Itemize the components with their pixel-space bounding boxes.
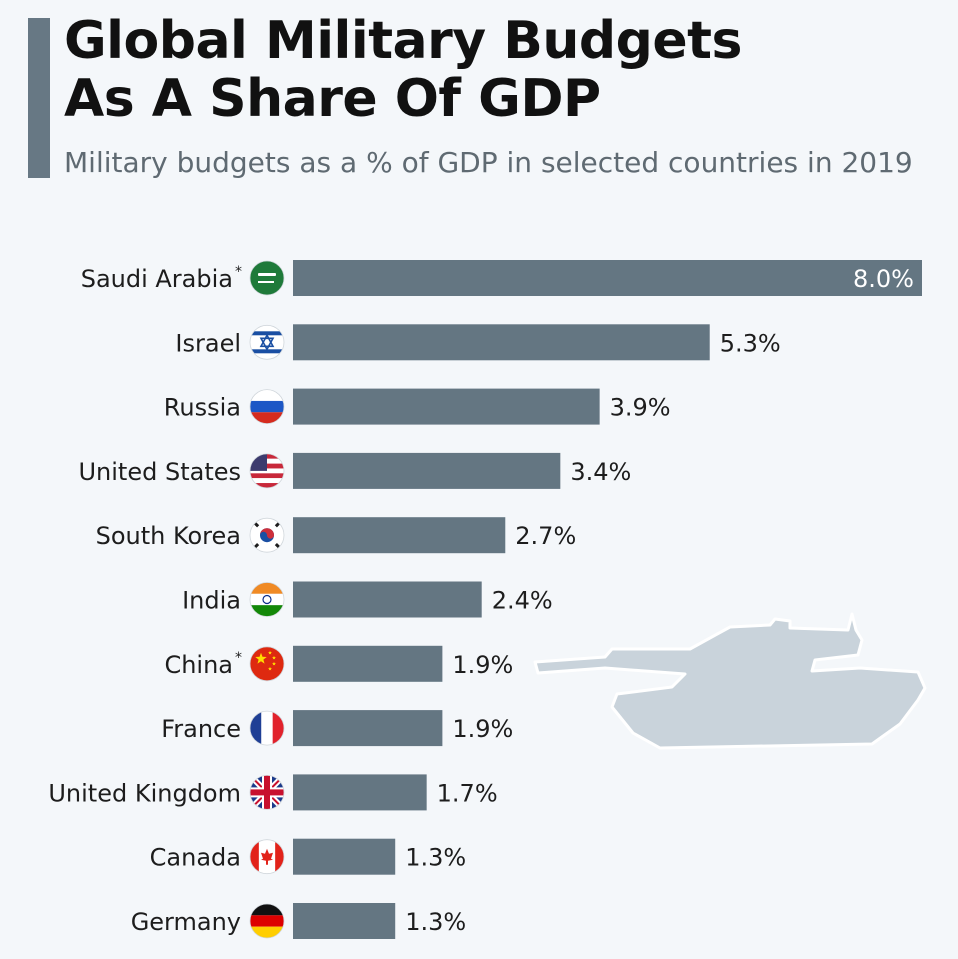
bar-row-united-kingdom: United Kingdom 1.7% [48,774,498,811]
value-label: 2.4% [492,587,553,615]
bar [293,452,561,489]
flag-china-icon [249,646,285,682]
bar-row-united-states: United States 3.4% [78,452,631,489]
value-label: 1.9% [452,651,513,679]
value-label: 5.3% [720,329,781,357]
flag-russia-icon [249,389,285,425]
flag-germany-icon [249,903,285,939]
category-label: Israel [175,329,241,357]
flag-saudi-arabia-icon [249,260,285,296]
value-label: 3.9% [610,394,671,422]
bar [293,710,443,747]
bar [293,517,506,554]
footnote-mark: * [235,650,242,666]
category-label: Saudi Arabia [81,265,233,293]
bar-row-germany: Germany 1.3% [131,903,466,939]
bar-row-india: India 2.4% [182,581,553,618]
value-label: 3.4% [570,458,631,486]
bar-row-saudi-arabia: Saudi Arabia * 8.0% [81,260,922,296]
value-label: 1.3% [405,908,466,936]
value-label: 2.7% [515,522,576,550]
chart-subtitle: Military budgets as a % of GDP in select… [64,146,913,179]
bar [293,324,710,361]
bar-row-france: France 1.9% [161,710,513,747]
bar-row-israel: Israel 5.3% [175,324,781,361]
flag-israel-icon [249,324,285,360]
bar [293,388,600,425]
value-label: 1.7% [437,779,498,807]
category-label: France [161,715,241,743]
flag-south-korea-icon [249,517,285,553]
bar-row-china: China * 1.9% [164,645,513,682]
category-label: United States [78,458,241,486]
chart-title: Global Military Budgets As A Share Of GDP [64,12,742,128]
value-label: 1.3% [405,844,466,872]
category-label: South Korea [96,522,241,550]
category-label: China [164,651,233,679]
tank-silhouette-icon [533,612,927,750]
footnote-mark: * [235,264,242,280]
category-label: India [182,587,241,615]
value-label: 1.9% [452,715,513,743]
flag-united-states-icon [249,453,285,489]
bar [293,774,427,811]
flag-india-icon [249,582,285,617]
bar [293,260,922,296]
title-accent-bar [28,18,50,178]
bar-row-canada: Canada 1.3% [150,838,466,875]
category-label: Germany [131,908,241,936]
chart-title-text: Global Military Budgets As A Share Of GDP [64,11,742,129]
flag-france-icon [249,710,285,746]
category-label: United Kingdom [48,779,241,807]
value-label: 8.0% [853,265,914,293]
bar [293,581,482,618]
flag-canada-icon [249,839,285,875]
bar [293,645,443,682]
category-label: Russia [164,394,241,422]
bar [293,903,396,939]
bar-row-south-korea: South Korea 2.7% [96,517,576,554]
category-label: Canada [150,844,241,872]
bar [293,838,396,875]
flag-united-kingdom-icon [249,775,285,810]
bars-group: Saudi Arabia * 8.0%Israel 5.3%Russia 3.9%Uni… [48,260,922,939]
bar-row-russia: Russia 3.9% [164,388,671,425]
